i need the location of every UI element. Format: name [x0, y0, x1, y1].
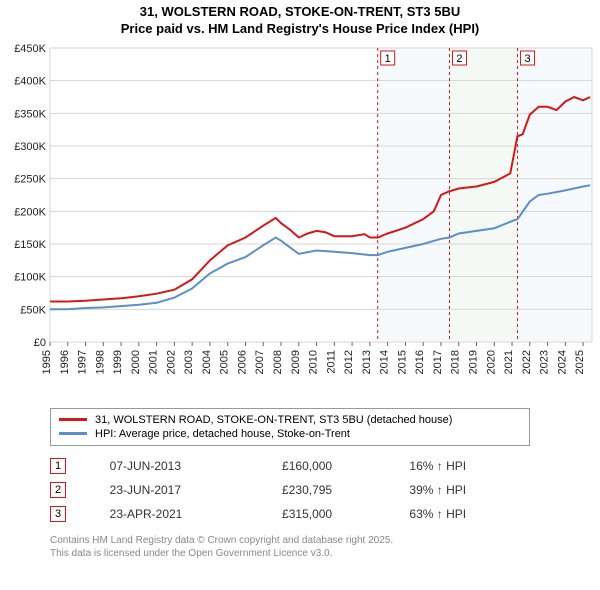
sale-date: 23-JUN-2017 — [110, 478, 282, 502]
legend-label: HPI: Average price, detached house, Stok… — [95, 428, 350, 440]
x-tick-label: 2013 — [361, 350, 373, 374]
x-tick-label: 2017 — [432, 350, 444, 374]
x-tick-label: 2023 — [539, 350, 551, 374]
x-tick-label: 2004 — [201, 350, 213, 374]
x-tick-label: 1997 — [77, 350, 89, 374]
shade-band — [378, 48, 450, 342]
y-tick-label: £150K — [14, 239, 46, 251]
x-tick-label: 2001 — [148, 350, 160, 374]
chart-title: 31, WOLSTERN ROAD, STOKE-ON-TRENT, ST3 5… — [4, 4, 596, 38]
legend-label: 31, WOLSTERN ROAD, STOKE-ON-TRENT, ST3 5… — [95, 414, 452, 426]
x-tick-label: 2010 — [308, 350, 320, 374]
title-line-2: Price paid vs. HM Land Registry's House … — [4, 21, 596, 38]
x-tick-label: 2024 — [556, 350, 568, 374]
x-tick-label: 2020 — [485, 350, 497, 374]
x-tick-label: 2006 — [236, 350, 248, 374]
sale-marker-number: 1 — [385, 53, 391, 65]
sale-number-box: 3 — [50, 506, 66, 522]
y-tick-label: £50K — [20, 304, 46, 316]
x-tick-label: 2007 — [254, 350, 266, 374]
x-tick-label: 2009 — [290, 350, 302, 374]
chart-area: £0 £50K £100K £150K £200K £250K £300K £350K £400… — [4, 42, 596, 402]
x-tick-label: 2008 — [272, 350, 284, 374]
chart-svg: £0 £50K £100K £150K £200K £250K £300K £350K £400… — [4, 42, 596, 402]
x-tick-label: 1995 — [41, 350, 53, 374]
sale-number-box: 2 — [50, 482, 66, 498]
sale-price: £315,000 — [282, 502, 409, 526]
x-tick-label: 2016 — [414, 350, 426, 374]
sale-marker-number: 3 — [524, 53, 530, 65]
sale-date: 07-JUN-2013 — [110, 454, 282, 478]
sale-number-cell: 3 — [50, 502, 110, 526]
attribution-line-1: Contains HM Land Registry data © Crown c… — [50, 534, 550, 547]
y-tick-label: £0 — [34, 337, 46, 349]
sale-delta: 63% ↑ HPI — [409, 502, 550, 526]
sale-price: £230,795 — [282, 478, 409, 502]
shade-band — [518, 48, 592, 342]
y-tick-label: £100K — [14, 271, 46, 283]
x-tick-label: 2012 — [343, 350, 355, 374]
x-tick-label: 2018 — [450, 350, 462, 374]
table-row: 2 23-JUN-2017£230,79539% ↑ HPI — [50, 478, 550, 502]
sale-price: £160,000 — [282, 454, 409, 478]
x-tick-label: 2025 — [574, 350, 586, 374]
sale-delta: 39% ↑ HPI — [409, 478, 550, 502]
x-tick-label: 2000 — [130, 350, 142, 374]
x-tick-label: 2019 — [467, 350, 479, 374]
x-tick-label: 2022 — [521, 350, 533, 374]
y-tick-label: £250K — [14, 173, 46, 185]
sale-number-box: 1 — [50, 458, 66, 474]
sale-date: 23-APR-2021 — [110, 502, 282, 526]
x-tick-label: 1996 — [59, 350, 71, 374]
x-tick-label: 1999 — [112, 350, 124, 374]
sale-delta: 16% ↑ HPI — [409, 454, 550, 478]
attribution-line-2: This data is licensed under the Open Gov… — [50, 547, 550, 560]
y-tick-label: £200K — [14, 206, 46, 218]
sales-table: 1 07-JUN-2013£160,00016% ↑ HPI 2 23-JUN-201… — [50, 454, 550, 526]
table-row: 1 07-JUN-2013£160,00016% ↑ HPI — [50, 454, 550, 478]
sale-marker-number: 2 — [456, 53, 462, 65]
legend-row: 31, WOLSTERN ROAD, STOKE-ON-TRENT, ST3 5… — [59, 413, 521, 427]
attribution: Contains HM Land Registry data © Crown c… — [50, 534, 550, 560]
y-tick-label: £400K — [14, 75, 46, 87]
x-tick-label: 2015 — [396, 350, 408, 374]
legend-swatch — [59, 432, 87, 435]
x-tick-label: 2003 — [183, 350, 195, 374]
x-tick-label: 1998 — [94, 350, 106, 374]
shade-band — [449, 48, 517, 342]
y-tick-label: £450K — [14, 43, 46, 55]
y-tick-label: £350K — [14, 108, 46, 120]
table-row: 3 23-APR-2021£315,00063% ↑ HPI — [50, 502, 550, 526]
x-tick-label: 2005 — [219, 350, 231, 374]
x-tick-label: 2021 — [503, 350, 515, 374]
title-line-1: 31, WOLSTERN ROAD, STOKE-ON-TRENT, ST3 5… — [4, 4, 596, 21]
sale-number-cell: 2 — [50, 478, 110, 502]
legend-row: HPI: Average price, detached house, Stok… — [59, 427, 521, 441]
sale-number-cell: 1 — [50, 454, 110, 478]
y-tick-label: £300K — [14, 141, 46, 153]
legend-swatch — [59, 418, 87, 421]
x-tick-label: 2014 — [379, 350, 391, 374]
x-tick-label: 2002 — [165, 350, 177, 374]
x-tick-label: 2011 — [325, 350, 337, 374]
legend: 31, WOLSTERN ROAD, STOKE-ON-TRENT, ST3 5… — [50, 408, 530, 446]
